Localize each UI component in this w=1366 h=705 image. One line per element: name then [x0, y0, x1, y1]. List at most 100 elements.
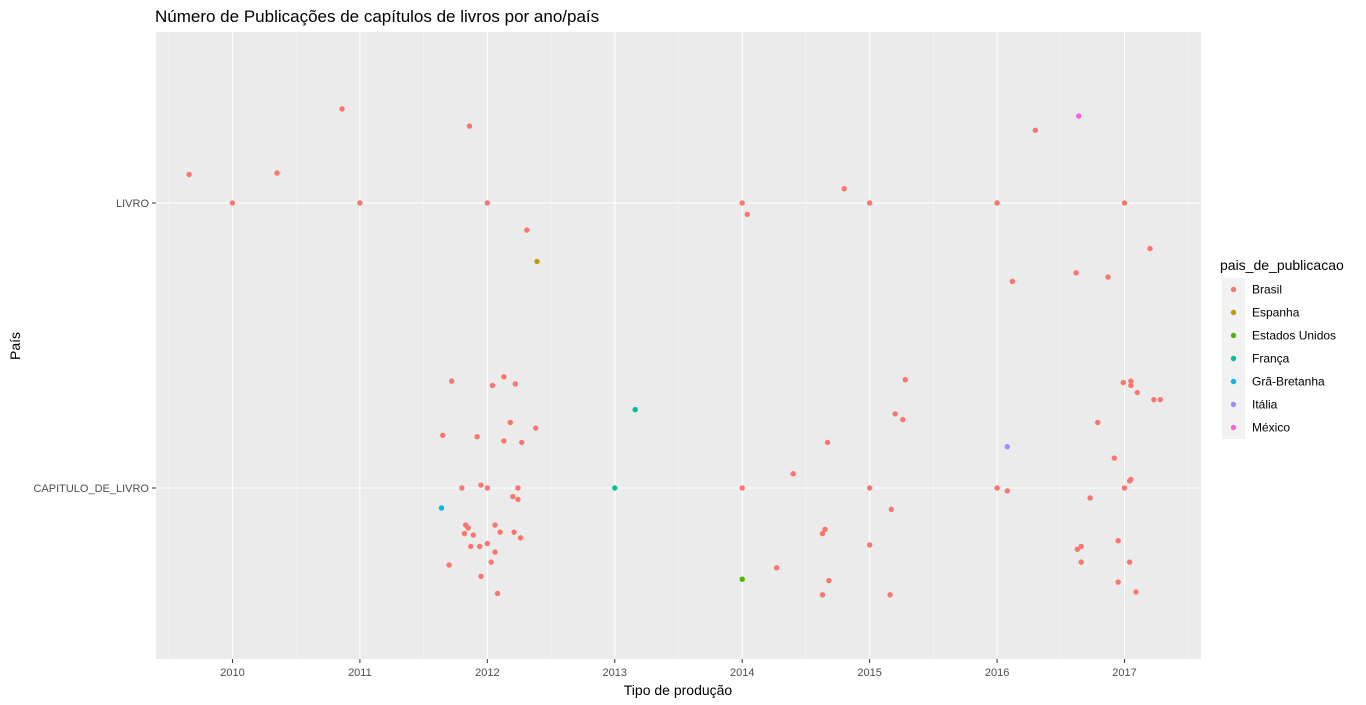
legend-swatch: [1230, 332, 1237, 339]
data-point: [773, 565, 780, 571]
legend-label: México: [1252, 421, 1290, 435]
data-point: [466, 123, 473, 129]
data-point: [511, 529, 517, 535]
data-point: [739, 576, 745, 582]
data-point: [489, 382, 496, 389]
legend-label: Itália: [1252, 398, 1278, 412]
x-tick-label: 2010: [220, 667, 244, 679]
data-point: [186, 171, 192, 178]
data-point: [497, 529, 503, 535]
data-point: [1087, 495, 1093, 501]
data-point: [470, 532, 477, 538]
data-point: [484, 200, 491, 206]
data-point: [484, 540, 491, 547]
legend-swatch: [1230, 286, 1237, 293]
y-tick-label: LIVRO: [116, 198, 149, 210]
data-point: [510, 493, 516, 500]
data-point: [822, 526, 828, 533]
legend-label: França: [1252, 352, 1290, 366]
legend-label: Grã-Bretanha: [1252, 375, 1325, 389]
data-point: [1078, 559, 1084, 565]
data-point: [1134, 389, 1140, 396]
data-point: [501, 438, 507, 444]
legend-swatch: [1230, 355, 1237, 362]
data-point: [478, 573, 484, 580]
data-point: [1115, 579, 1121, 585]
data-point: [826, 577, 832, 584]
chart-title: Número de Publicações de capítulos de li…: [155, 7, 599, 26]
data-point: [1126, 478, 1133, 484]
data-point: [1128, 378, 1134, 384]
x-tick-label: 2013: [603, 667, 627, 679]
data-point: [841, 186, 847, 192]
data-point: [512, 381, 519, 387]
data-point: [515, 485, 521, 491]
data-point: [790, 471, 796, 477]
data-point: [478, 482, 484, 488]
data-point: [507, 419, 513, 426]
data-point: [1151, 396, 1157, 403]
legend-label: Espanha: [1252, 306, 1300, 320]
data-point: [438, 505, 445, 511]
data-point: [534, 258, 540, 265]
y-axis-ticks: CAPITULO_DE_LIVRO LIVRO: [33, 198, 156, 495]
data-point: [994, 200, 1000, 206]
x-tick-label: 2014: [730, 667, 754, 679]
data-point: [1105, 274, 1111, 280]
data-point: [819, 530, 826, 537]
data-point: [1009, 278, 1016, 285]
data-point: [533, 425, 539, 431]
data-point: [476, 543, 483, 550]
minor-gridlines: [168, 32, 1189, 659]
data-points: [186, 106, 1163, 598]
data-point: [739, 200, 745, 206]
data-point: [866, 542, 873, 548]
data-point: [1128, 382, 1134, 389]
data-point: [744, 211, 751, 218]
data-point: [484, 485, 491, 491]
data-point: [517, 535, 524, 541]
data-point: [888, 506, 895, 513]
data-point: [1111, 455, 1118, 461]
data-point: [1095, 419, 1101, 426]
data-point: [1075, 113, 1082, 119]
data-point: [465, 525, 471, 531]
data-point: [1004, 443, 1010, 450]
data-point: [524, 227, 530, 233]
data-point: [866, 485, 873, 491]
legend-swatch: [1230, 424, 1237, 431]
y-tick-label: CAPITULO_DE_LIVRO: [33, 483, 149, 495]
x-tick-label: 2015: [857, 667, 881, 679]
data-point: [1121, 485, 1128, 491]
data-point: [339, 106, 345, 112]
legend-swatch: [1230, 378, 1237, 385]
data-point: [492, 522, 498, 528]
x-tick-label: 2012: [475, 667, 499, 679]
data-point: [1147, 245, 1153, 252]
data-point: [1032, 127, 1039, 134]
legend-swatch: [1230, 309, 1237, 316]
data-point: [1004, 488, 1010, 494]
x-axis-ticks: 2010 2011 2012 2013 2014 2015 2016 2017: [220, 659, 1137, 679]
data-point: [1074, 546, 1081, 552]
data-point: [739, 485, 745, 491]
data-point: [357, 200, 363, 206]
data-point: [887, 592, 893, 598]
y-axis-title: País: [7, 332, 23, 360]
data-point: [448, 378, 455, 384]
data-point: [474, 434, 480, 440]
data-point: [446, 562, 452, 568]
data-point: [824, 439, 831, 446]
data-point: [1133, 589, 1139, 595]
data-point: [902, 377, 909, 383]
data-point: [459, 485, 465, 491]
data-point: [461, 530, 468, 537]
data-point: [1121, 200, 1128, 206]
major-gridlines: [156, 32, 1201, 659]
legend-swatch: [1230, 401, 1237, 408]
legend-title: pais_de_publicacao: [1220, 257, 1344, 273]
legend-label: Estados Unidos: [1252, 329, 1336, 343]
x-axis-title: Tipo de produção: [624, 682, 733, 698]
x-tick-label: 2017: [1112, 667, 1136, 679]
